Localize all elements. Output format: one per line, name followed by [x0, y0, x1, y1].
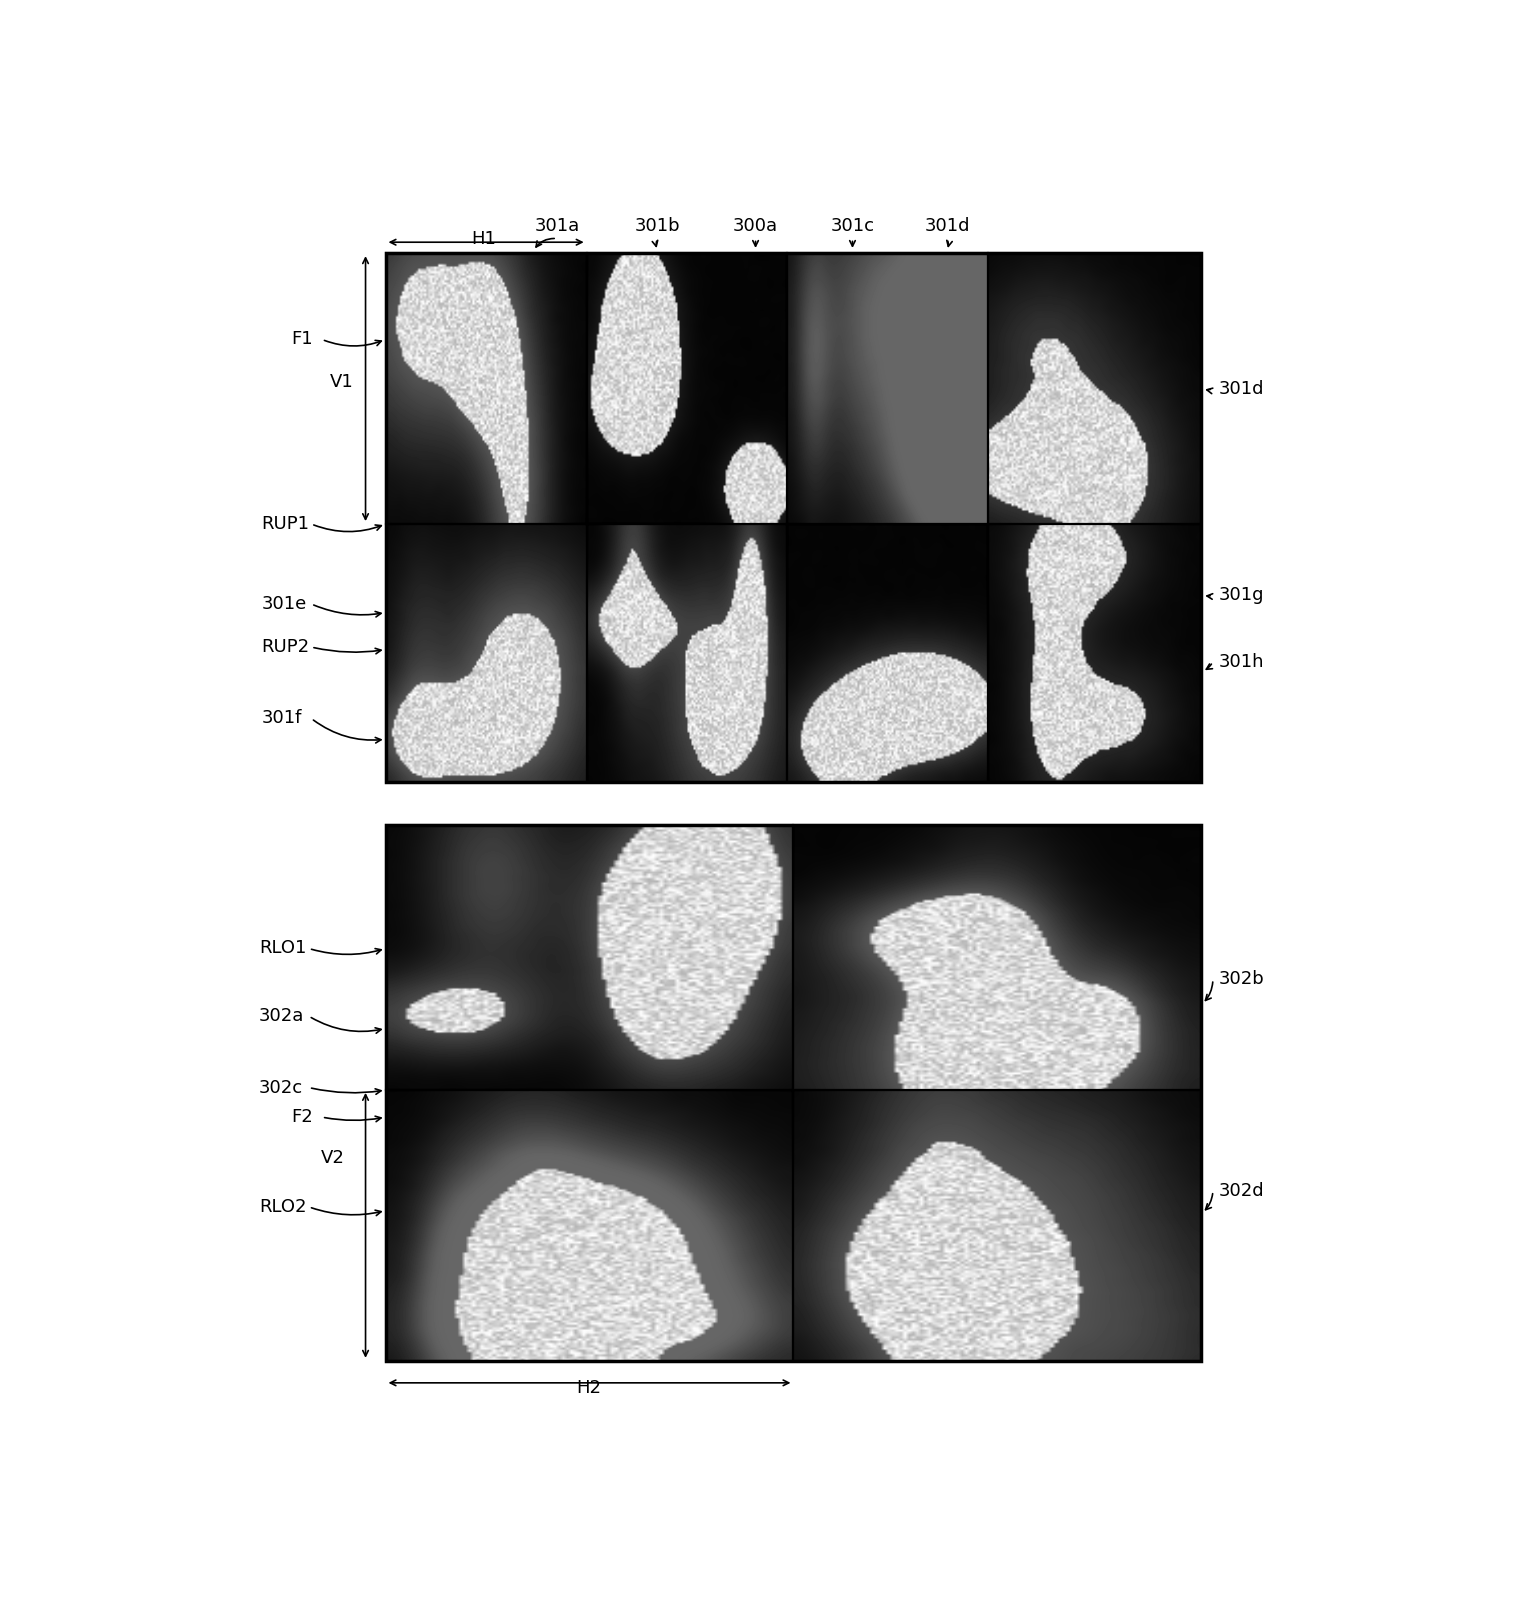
Text: H2: H2 [576, 1379, 601, 1397]
Bar [587, 524, 787, 783]
Text: 301b: 301b [634, 217, 680, 235]
Text: 301f: 301f [262, 710, 302, 727]
Text: V2: V2 [320, 1149, 345, 1167]
Text: 302c: 302c [259, 1079, 303, 1096]
Text: F2: F2 [291, 1107, 313, 1127]
Text: RLO1: RLO1 [259, 940, 307, 957]
Bar [587, 252, 787, 524]
Bar [988, 524, 1202, 783]
Bar [386, 826, 1202, 1361]
Text: RUP1: RUP1 [262, 515, 310, 534]
Text: 301a: 301a [534, 217, 580, 235]
Text: 301c: 301c [831, 217, 874, 235]
Text: 301g: 301g [1218, 586, 1264, 604]
Bar [386, 1090, 793, 1361]
Bar [386, 254, 1202, 783]
Bar [386, 826, 793, 1090]
Text: 302a: 302a [259, 1007, 305, 1026]
Bar [787, 524, 988, 783]
Bar [787, 252, 988, 524]
Text: 301d: 301d [1218, 380, 1264, 398]
Text: 300a: 300a [734, 217, 778, 235]
Text: RUP2: RUP2 [262, 638, 310, 657]
Bar [793, 826, 1202, 1090]
Text: V1: V1 [329, 374, 354, 392]
Bar [793, 1090, 1202, 1361]
Text: 302d: 302d [1218, 1183, 1264, 1200]
Bar [386, 252, 587, 524]
Text: 301d: 301d [924, 217, 970, 235]
Bar [386, 524, 587, 783]
Text: F1: F1 [291, 331, 313, 348]
Text: 301e: 301e [262, 594, 307, 614]
Bar [988, 252, 1202, 524]
Text: 302b: 302b [1218, 970, 1264, 988]
Text: 301h: 301h [1218, 654, 1264, 671]
Text: RLO2: RLO2 [259, 1198, 307, 1216]
Text: H1: H1 [471, 230, 496, 248]
